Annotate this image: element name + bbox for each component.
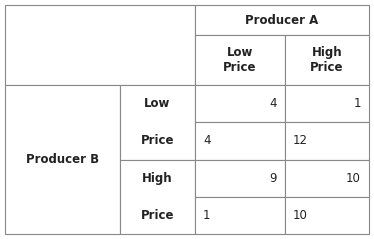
Text: 1: 1	[203, 209, 211, 222]
Bar	[195, 85, 285, 122]
Bar	[285, 35, 369, 85]
Bar	[195, 197, 285, 234]
Text: Low
Price: Low Price	[223, 46, 257, 74]
Bar	[195, 35, 285, 85]
Text: High: High	[142, 172, 173, 185]
Text: Price: Price	[141, 134, 174, 147]
Text: Producer B: Producer B	[26, 153, 99, 166]
Bar	[285, 159, 369, 197]
Text: Low: Low	[144, 97, 171, 110]
Bar	[195, 5, 369, 35]
Bar	[195, 159, 285, 197]
Bar	[5, 5, 195, 85]
Bar	[285, 85, 369, 122]
Text: 10: 10	[293, 209, 308, 222]
Bar	[120, 159, 195, 234]
Text: 1: 1	[353, 97, 361, 110]
Text: 9: 9	[270, 172, 277, 185]
Bar	[285, 122, 369, 159]
Text: Producer A: Producer A	[245, 13, 319, 27]
Text: Price: Price	[141, 209, 174, 222]
Bar	[285, 197, 369, 234]
Text: 10: 10	[346, 172, 361, 185]
Bar	[5, 85, 120, 234]
Text: 4: 4	[270, 97, 277, 110]
Bar	[120, 85, 195, 159]
Text: High
Price: High Price	[310, 46, 344, 74]
Bar	[195, 122, 285, 159]
Text: 4: 4	[203, 134, 211, 147]
Text: 12: 12	[293, 134, 308, 147]
